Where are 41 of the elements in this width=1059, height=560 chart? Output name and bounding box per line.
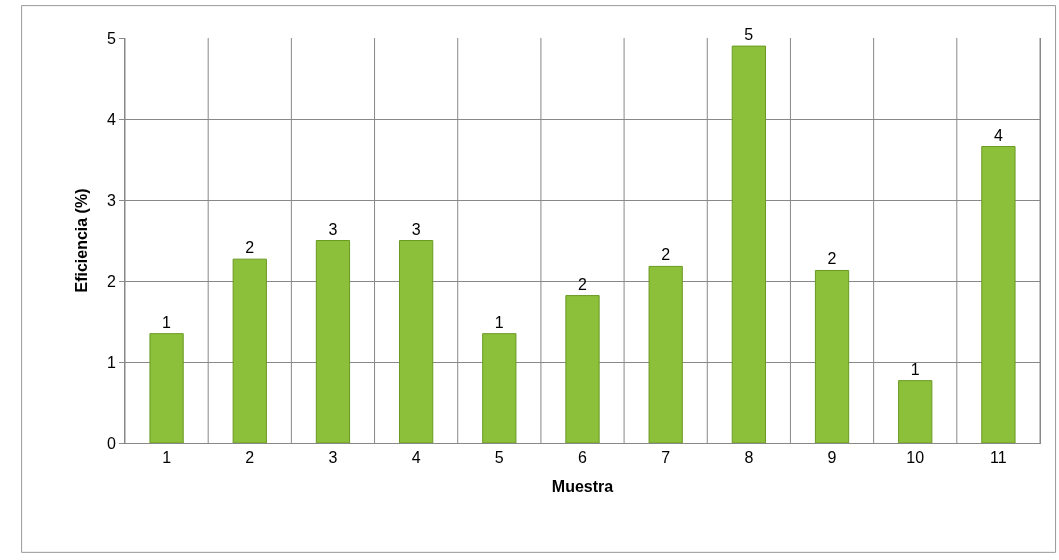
y-tick-label: 0 <box>106 434 116 452</box>
x-tick-label: 3 <box>328 449 338 467</box>
x-tick-label: 7 <box>661 449 671 467</box>
data-label: 2 <box>578 275 587 293</box>
bar <box>814 269 850 443</box>
data-label: 5 <box>744 26 754 44</box>
bar <box>315 240 351 443</box>
y-tick-label: 4 <box>106 110 116 128</box>
bar <box>648 265 683 443</box>
y-tick-label: 2 <box>106 272 116 290</box>
bar <box>731 45 766 443</box>
data-label: 3 <box>328 220 338 238</box>
bar <box>981 146 1016 443</box>
data-label: 1 <box>910 360 920 378</box>
data-label: 1 <box>162 313 172 331</box>
data-label: 2 <box>827 250 837 268</box>
y-tick-label: 1 <box>106 353 116 371</box>
y-axis-title: Eficiencia (%) <box>72 188 90 293</box>
bar <box>149 333 184 443</box>
x-tick-label: 6 <box>578 449 588 467</box>
x-tick-label: 10 <box>906 449 925 467</box>
bar <box>399 240 434 443</box>
bar <box>898 380 933 443</box>
x-tick-label: 8 <box>744 449 754 467</box>
x-tick-label: 2 <box>245 449 255 467</box>
data-label: 3 <box>411 220 421 238</box>
data-label: 1 <box>494 313 504 331</box>
x-tick-label: 9 <box>827 449 837 467</box>
x-tick-label: 1 <box>162 449 172 467</box>
y-tick-label: 5 <box>106 29 116 47</box>
x-axis-title: Muestra <box>551 477 614 495</box>
data-label: 4 <box>993 126 1003 144</box>
bar <box>565 295 600 443</box>
bar <box>232 258 267 443</box>
y-tick-label: 3 <box>106 191 116 209</box>
x-tick-label: 11 <box>990 449 1007 467</box>
x-tick-label: 4 <box>411 449 421 467</box>
x-tick-label: 5 <box>494 449 504 467</box>
data-label: 2 <box>661 246 671 264</box>
bar <box>482 333 517 443</box>
data-label: 2 <box>245 239 255 257</box>
